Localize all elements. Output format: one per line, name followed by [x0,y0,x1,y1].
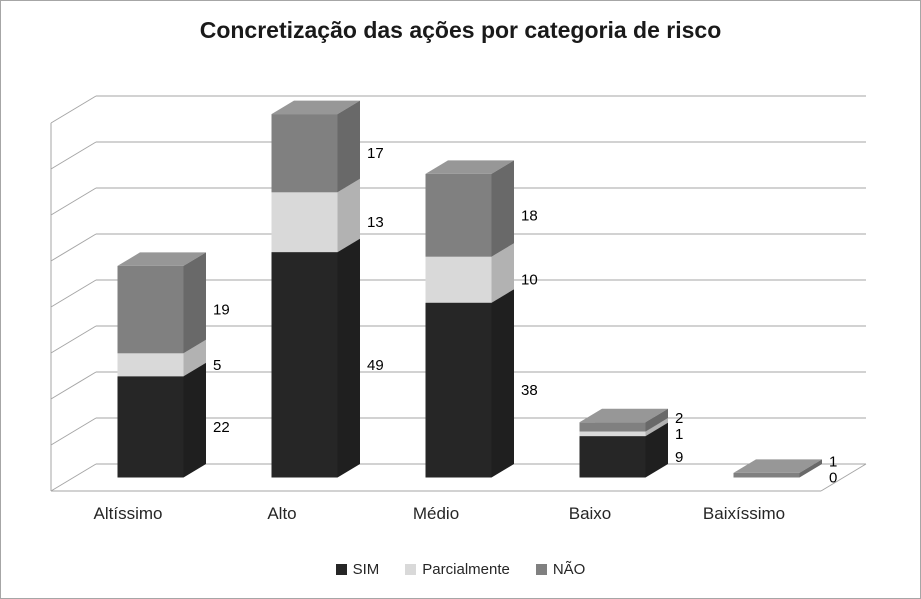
bar-segment-series-0-cat-3 [579,436,646,478]
data-label: 2 [675,410,683,427]
bar-side-series-0-cat-0 [183,362,206,478]
legend-item-parcialmente: Parcialmente [405,561,510,578]
bar-side-series-1-cat-0 [183,339,206,377]
bar-side-series-0-cat-2 [491,289,514,478]
legend-item-nao: NÃO [535,561,586,578]
category-label: Baixo [569,504,612,523]
bar-side-series-2-cat-0 [183,252,206,354]
bar-segment-series-0-cat-2 [425,302,492,478]
gridline-side-wall [50,371,97,400]
legend-swatch-nao [535,564,547,575]
legend-swatch-parcialmente [405,564,417,575]
bar-segment-series-1-cat-0 [117,353,184,377]
data-label: 10 [521,272,538,289]
chart-title: Concretização das ações por categoria de… [199,17,722,43]
data-label: 49 [367,357,384,374]
legend-label-nao: NÃO [552,561,586,578]
bar-side-series-1-cat-3 [645,418,668,437]
bar-side-series-2-cat-4 [799,459,822,478]
gridline-side-wall [50,95,97,124]
bar-side-series-1-cat-1 [337,178,360,253]
legend-item-sim: SIM [335,561,380,578]
bar-segment-series-2-cat-4 [733,472,800,478]
bar-side-series-0-cat-1 [337,238,360,478]
chart-legend: SIM Parcialmente NÃO [1,561,920,578]
legend-label-sim: SIM [352,561,380,578]
data-label: 38 [521,382,538,399]
bar-segment-series-0-cat-0 [117,376,184,478]
bar-side-series-2-cat-3 [645,408,668,432]
data-label: 13 [367,214,384,231]
legend-swatch-sim [335,564,347,575]
bar-top-series-2-cat-0 [117,252,206,266]
legend-label-parcialmente: Parcialmente [422,561,510,578]
bar-side-series-0-cat-3 [645,422,668,478]
category-label: Médio [413,504,459,523]
gridline-side-wall [50,279,97,308]
bar-segment-series-2-cat-1 [271,114,338,193]
gridline-side-wall [50,187,97,216]
category-label: Baixíssimo [703,504,785,523]
bar-top-series-2-cat-2 [425,160,514,174]
category-label: Altíssimo [94,504,163,523]
data-label: 1 [675,426,683,443]
data-label: 5 [213,357,221,374]
gridline-side-wall [50,417,97,446]
bar-segment-series-1-cat-3 [579,431,646,437]
bar-side-series-2-cat-1 [337,100,360,193]
data-label: 9 [675,449,683,466]
gridline-side-wall [50,463,97,492]
data-label: 22 [213,419,230,436]
data-label: 0 [829,470,837,487]
data-label: 18 [521,207,538,224]
bar-segment-series-1-cat-2 [425,256,492,303]
bar-top-series-2-cat-1 [271,100,360,115]
gridline-side-wall [50,325,97,354]
bar-top-series-2-cat-3 [579,408,668,423]
bar-segment-series-2-cat-0 [117,265,184,354]
bar-side-series-2-cat-2 [491,160,514,257]
bar-side-series-1-cat-2 [491,243,514,303]
bar-segment-series-1-cat-1 [271,192,338,253]
category-label: Alto [267,504,296,523]
gridline-side-wall [50,141,97,170]
floor-right-edge [820,463,867,492]
bar-segment-series-2-cat-2 [425,173,492,257]
gridline-side-wall [50,233,97,262]
bar-segment-series-2-cat-3 [579,422,646,432]
data-label: 1 [829,454,837,471]
data-label: 17 [367,145,384,162]
bar-segment-series-0-cat-1 [271,252,338,478]
bar-top-series-2-cat-4 [733,459,822,473]
data-label: 19 [213,302,230,319]
